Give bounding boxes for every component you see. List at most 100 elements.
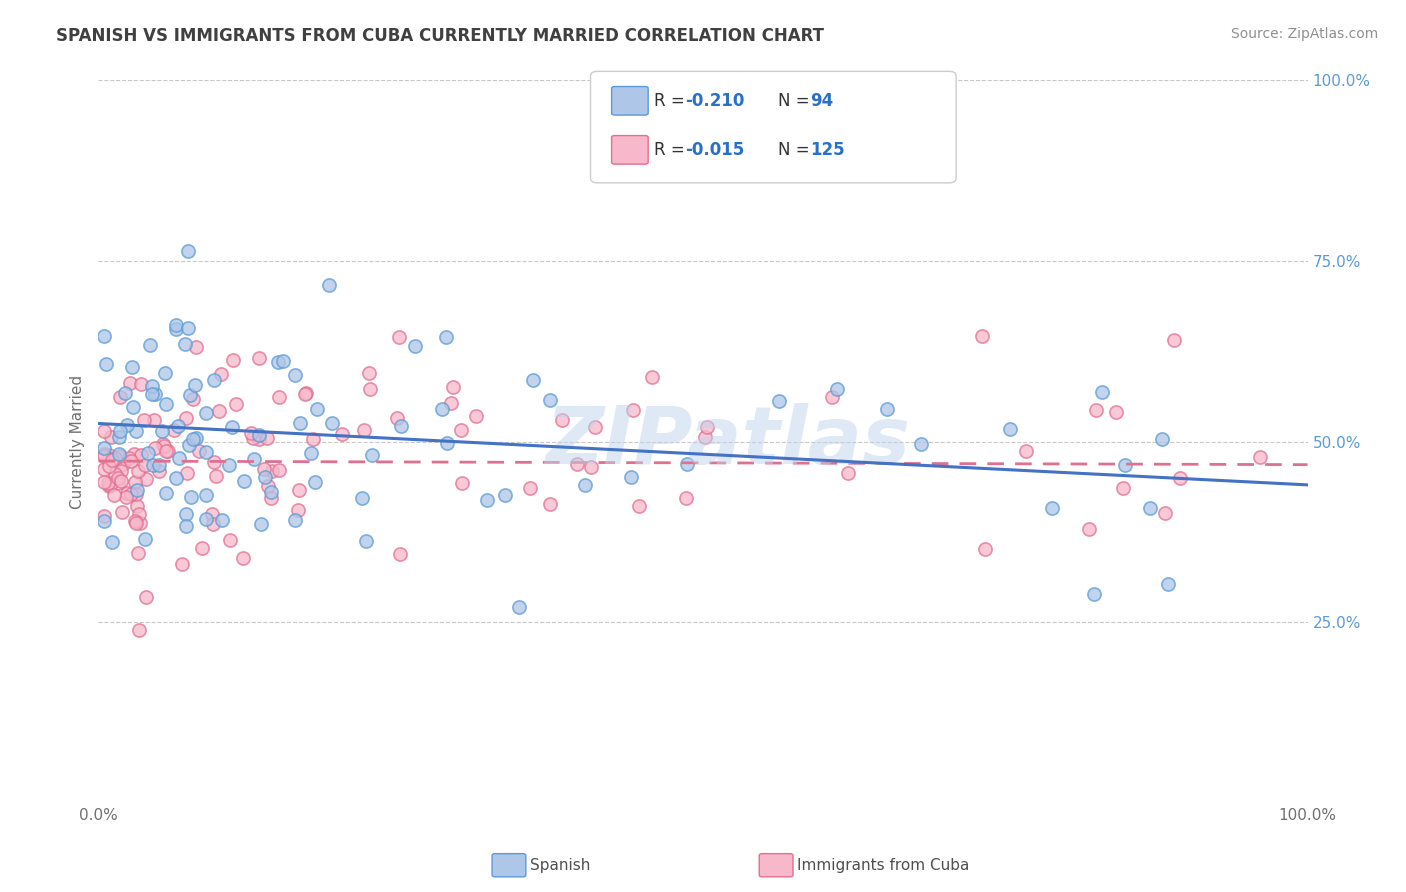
Point [256, 431, 278, 445]
Point [302, 433, 325, 447]
Point [910, 437, 932, 451]
Point [353, 424, 375, 438]
Point [96, 357, 118, 371]
Point [1015, 444, 1038, 458]
Point [359, 383, 381, 397]
Point [295, 386, 318, 401]
Point [620, 470, 643, 484]
Point [125, 487, 148, 501]
Point [209, 367, 232, 381]
Point [202, 373, 225, 387]
Point [152, 437, 174, 451]
Point [305, 401, 328, 416]
Point [155, 397, 177, 411]
Point [155, 444, 177, 458]
Point [107, 471, 129, 485]
Point [129, 448, 152, 462]
Point [143, 441, 166, 455]
Point [93, 449, 115, 463]
Point [127, 483, 149, 497]
Point [101, 534, 124, 549]
Point [318, 278, 340, 293]
Text: SPANISH VS IMMIGRANTS FROM CUBA CURRENTLY MARRIED CORRELATION CHART: SPANISH VS IMMIGRANTS FROM CUBA CURRENTL… [56, 27, 824, 45]
Point [389, 419, 412, 434]
Text: ZIPatlas: ZIPatlas [544, 402, 910, 481]
Point [218, 533, 240, 547]
Point [110, 464, 132, 478]
Point [299, 445, 322, 459]
Point [283, 368, 305, 382]
Point [1077, 522, 1099, 536]
Point [404, 339, 426, 353]
Point [101, 453, 124, 467]
Point [825, 382, 848, 396]
Point [253, 462, 276, 476]
Point [120, 454, 142, 468]
Point [148, 458, 170, 473]
Point [132, 413, 155, 427]
Point [127, 464, 149, 478]
Point [103, 488, 125, 502]
Point [177, 321, 200, 335]
Point [1157, 576, 1180, 591]
Point [271, 353, 294, 368]
Point [260, 491, 283, 506]
Point [1168, 471, 1191, 485]
Point [675, 491, 697, 506]
Point [174, 518, 197, 533]
Point [141, 387, 163, 401]
Point [352, 491, 374, 505]
Point [522, 373, 544, 387]
Point [174, 508, 197, 522]
Point [202, 455, 225, 469]
Point [124, 516, 146, 531]
Point [1090, 385, 1112, 400]
Point [583, 420, 606, 434]
Point [321, 417, 343, 431]
Point [538, 497, 561, 511]
Point [970, 328, 993, 343]
Point [122, 400, 145, 414]
Point [284, 513, 307, 527]
Point [148, 464, 170, 478]
Point [181, 392, 204, 407]
Point [108, 447, 131, 461]
Point [111, 505, 134, 519]
Point [114, 386, 136, 401]
Point [104, 467, 127, 482]
Point [187, 444, 209, 458]
Point [361, 448, 384, 462]
Point [121, 359, 143, 374]
Point [100, 430, 122, 444]
Point [260, 485, 283, 500]
Text: Source: ZipAtlas.com: Source: ZipAtlas.com [1230, 27, 1378, 41]
Point [176, 466, 198, 480]
Point [143, 413, 166, 427]
Y-axis label: Currently Married: Currently Married [69, 375, 84, 508]
Point [108, 449, 131, 463]
Text: 94: 94 [810, 92, 834, 110]
Point [354, 533, 377, 548]
Point [1163, 333, 1185, 347]
Point [567, 458, 589, 472]
Point [837, 466, 859, 480]
Point [676, 458, 699, 472]
Text: 125: 125 [810, 141, 845, 159]
Point [118, 450, 141, 465]
Point [768, 393, 790, 408]
Text: N =: N = [778, 92, 814, 110]
Point [97, 458, 120, 473]
Point [247, 351, 270, 365]
Point [357, 367, 380, 381]
Point [177, 438, 200, 452]
Point [174, 410, 197, 425]
Point [233, 474, 256, 488]
Point [441, 380, 464, 394]
Point [621, 403, 644, 417]
Point [205, 469, 228, 483]
Point [180, 491, 202, 505]
Point [973, 542, 995, 557]
Point [267, 391, 290, 405]
Point [181, 433, 204, 447]
Point [122, 447, 145, 461]
